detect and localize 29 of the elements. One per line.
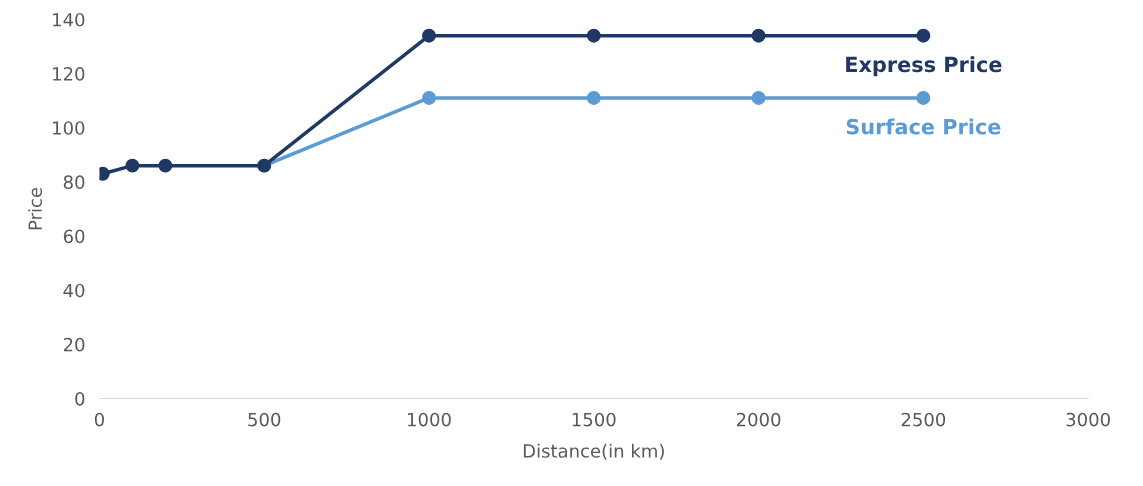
x-tick-label: 1000 — [408, 412, 451, 427]
y-tick-label: 0 — [75, 391, 85, 406]
point — [158, 158, 173, 173]
y-tick-label: 80 — [63, 175, 85, 190]
point — [422, 28, 436, 43]
x-tick-label: 0 — [94, 412, 104, 427]
x-tick-label: 1500 — [572, 412, 616, 427]
x-tick-label: 500 — [248, 412, 281, 427]
series-label: Express Price — [846, 56, 1002, 77]
y-tick-label: 60 — [63, 229, 85, 244]
y-axis-title: Price — [28, 187, 43, 230]
x-tick-label: 3000 — [1066, 412, 1110, 427]
y-tick-label: 100 — [53, 121, 85, 135]
point — [751, 91, 766, 105]
y-tick-label: 140 — [53, 12, 85, 27]
x-axis-title: Distance(in km) — [523, 443, 664, 460]
y-tick-label: 20 — [63, 337, 85, 352]
series-label: Surface Price — [846, 118, 1001, 135]
point — [916, 28, 931, 43]
point — [422, 91, 436, 105]
x-tick-label: 2000 — [736, 412, 781, 427]
y-tick-label: 120 — [53, 67, 85, 81]
point — [586, 28, 601, 43]
y-tick-label: 40 — [63, 283, 85, 298]
x-tick-label: 2500 — [901, 412, 946, 427]
point — [586, 91, 601, 105]
point — [125, 158, 140, 173]
point — [751, 28, 766, 43]
point — [916, 91, 931, 105]
